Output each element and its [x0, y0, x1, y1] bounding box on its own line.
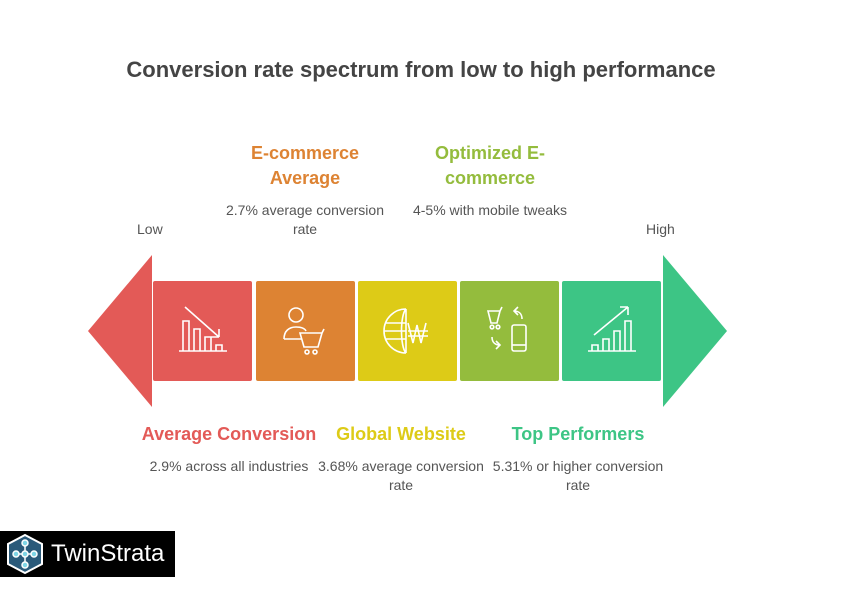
label-ecommerce-average: E-commerce Average 2.7% average conversi…: [215, 141, 395, 239]
globe-won-icon: [382, 308, 428, 354]
label-optimized-ecommerce: Optimized E-commerce 4-5% with mobile tw…: [400, 141, 580, 220]
stage-box-top-performers: [562, 281, 661, 381]
stage-box-global-website: [358, 281, 457, 381]
high-label: High: [646, 221, 675, 237]
stage-box-average-conversion: [153, 281, 252, 381]
left-arrowhead: [88, 255, 152, 407]
label-top-performers: Top Performers 5.31% or higher conversio…: [488, 422, 668, 495]
stage-heading: Top Performers: [511, 424, 645, 444]
stage-description: 2.9% across all industries: [149, 458, 309, 474]
twinstrata-logo: TwinStrata: [0, 531, 175, 577]
right-arrowhead: [663, 255, 727, 407]
logo-hexagon-icon: [7, 533, 43, 575]
bar-chart-down-icon: [178, 306, 227, 352]
stage-heading: Average Conversion: [141, 424, 317, 444]
label-average-conversion: Average Conversion 2.9% across all indus…: [139, 422, 319, 476]
stage-heading: E-commerce Average: [250, 143, 360, 188]
page-title: Conversion rate spectrum from low to hig…: [126, 57, 716, 82]
label-global-website: Global Website 3.68% average conversion …: [311, 422, 491, 495]
low-label: Low: [137, 221, 163, 237]
stage-description: 3.68% average conversion rate: [318, 458, 484, 493]
user-cart-icon: [282, 307, 325, 355]
stage-heading: Global Website: [336, 424, 466, 444]
stage-description: 5.31% or higher conversion rate: [492, 458, 664, 493]
stage-box-ecommerce-average: [256, 281, 355, 381]
stage-description: 2.7% average conversion rate: [226, 202, 384, 237]
stage-box-optimized-ecommerce: [460, 281, 559, 381]
bar-chart-up-icon: [587, 306, 636, 352]
logo-text: TwinStrata: [51, 540, 165, 567]
stage-heading: Optimized E-commerce: [434, 143, 545, 188]
stage-description: 4-5% with mobile tweaks: [412, 202, 568, 218]
cart-mobile-icon: [486, 306, 527, 352]
